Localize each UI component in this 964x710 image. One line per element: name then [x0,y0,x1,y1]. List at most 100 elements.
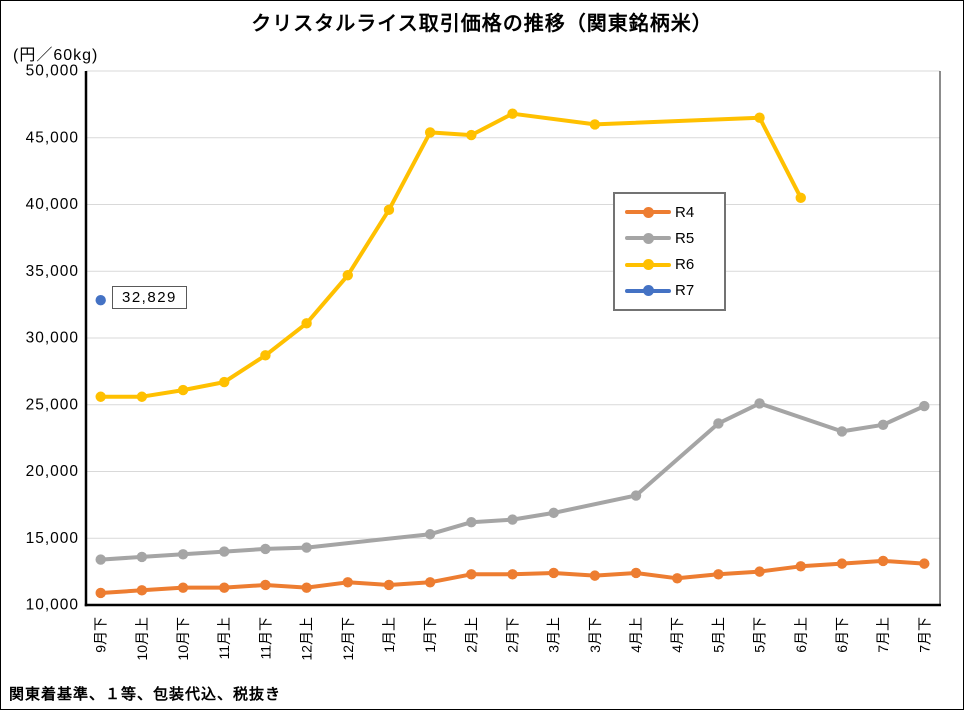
legend-marker-icon [625,206,671,218]
data-point-R5 [507,514,518,525]
x-tick-label: 5月上 [710,617,726,653]
legend-marker-icon [625,232,671,244]
y-tick-label: 20,000 [26,463,79,480]
x-tick-label: 1月下 [422,617,438,653]
data-label-box: 32,829 [112,286,187,309]
data-point-R6 [466,129,477,141]
data-point-R4 [342,577,353,588]
x-tick-label: 7月下 [916,617,932,653]
data-point-R4 [877,555,889,567]
x-tick-label: 10月下 [175,617,191,661]
x-tick-label: 6月下 [834,617,850,653]
legend-label: R4 [675,203,695,221]
x-tick-label: 3月下 [587,617,603,653]
data-point-R5 [260,543,271,555]
data-point-R5 [136,551,148,563]
y-tick-label: 30,000 [26,330,79,347]
data-point-R4 [136,585,148,596]
data-point-R4 [383,579,395,591]
x-tick-label: 12月上 [299,617,315,661]
legend-label: R5 [675,229,695,247]
x-tick-label: 11月上 [216,617,232,660]
data-point-R4 [713,569,724,580]
data-point-R4 [919,558,930,569]
data-point-R6 [383,204,395,216]
data-point-R5 [95,554,106,565]
legend-label: R6 [675,256,695,274]
data-point-R6 [177,384,189,396]
legend-dot [643,232,654,244]
legend-dot [643,259,654,271]
y-tick-label: 50,000 [26,63,79,80]
x-tick-label: 7月上 [875,617,891,653]
legend: R4 R5 R6 R7 [613,192,726,311]
data-point-R6 [424,127,436,138]
data-point-R4 [260,579,271,591]
data-point-R5 [877,419,889,430]
y-tick-label: 45,000 [26,129,79,146]
data-point-R4 [507,569,518,580]
data-point-R5 [919,400,930,412]
x-tick-label: 6月上 [793,617,809,653]
data-point-R6 [507,108,518,119]
data-point-R5 [548,507,559,519]
data-point-R4 [795,561,806,572]
data-point-R5 [177,549,189,560]
data-point-R4 [589,570,601,581]
data-point-R6 [795,192,806,204]
legend-marker-icon [625,285,671,297]
x-tick-label: 11月下 [257,617,273,660]
data-point-R4 [548,567,559,579]
legend-item-r6: R6 [625,256,724,273]
data-point-R6 [95,391,106,402]
legend-item-r5: R5 [625,230,724,247]
data-point-R4 [466,569,477,580]
x-tick-label: 12月下 [340,617,356,661]
legend-dot [643,206,654,218]
x-tick-label: 2月上 [463,617,479,653]
y-tick-label: 35,000 [26,263,79,280]
data-label-text: 32,829 [122,289,177,306]
series-line-R6 [98,111,803,399]
data-point-R4 [95,587,106,599]
data-point-R5 [754,398,765,409]
x-tick-label: 4月上 [628,617,644,653]
data-point-R4 [219,582,230,593]
data-point-R4 [836,558,848,569]
legend-dot [643,285,654,297]
y-tick-label: 25,000 [26,396,79,413]
y-tick-label: 15,000 [26,530,79,547]
data-point-R6 [136,391,148,402]
y-tick-label: 10,000 [26,597,79,614]
x-tick-label: 10月上 [134,617,150,661]
data-point-R4 [424,577,436,588]
data-point-R5 [630,490,642,501]
data-point-R7 [95,295,106,306]
legend-item-r7: R7 [625,282,724,299]
data-point-R4 [672,573,683,584]
data-point-R5 [466,517,477,528]
x-tick-label: 2月下 [505,617,521,653]
legend-label: R7 [675,282,695,300]
x-tick-label: 1月上 [381,617,397,653]
data-point-R4 [301,582,312,593]
x-tick-label: 4月下 [669,617,685,653]
data-point-R5 [424,529,436,540]
data-point-R6 [754,112,765,123]
footnote: 関東着基準、１等、包装代込、税抜き [9,686,282,703]
y-tick-label: 40,000 [26,196,79,213]
data-point-R5 [219,546,230,557]
x-tick-label: 5月下 [752,617,768,653]
data-point-R6 [342,270,353,281]
series-line-R5 [98,401,927,562]
legend-marker-icon [625,259,671,271]
y-axis-unit-label: (円／60kg) [13,47,99,64]
data-point-R6 [589,119,601,130]
chart-title: クリスタルライス取引価格の推移（関東銘柄米） [251,13,713,35]
data-point-R5 [301,542,312,553]
data-point-R6 [260,350,271,361]
data-point-R5 [713,418,724,429]
data-point-R5 [836,426,848,437]
